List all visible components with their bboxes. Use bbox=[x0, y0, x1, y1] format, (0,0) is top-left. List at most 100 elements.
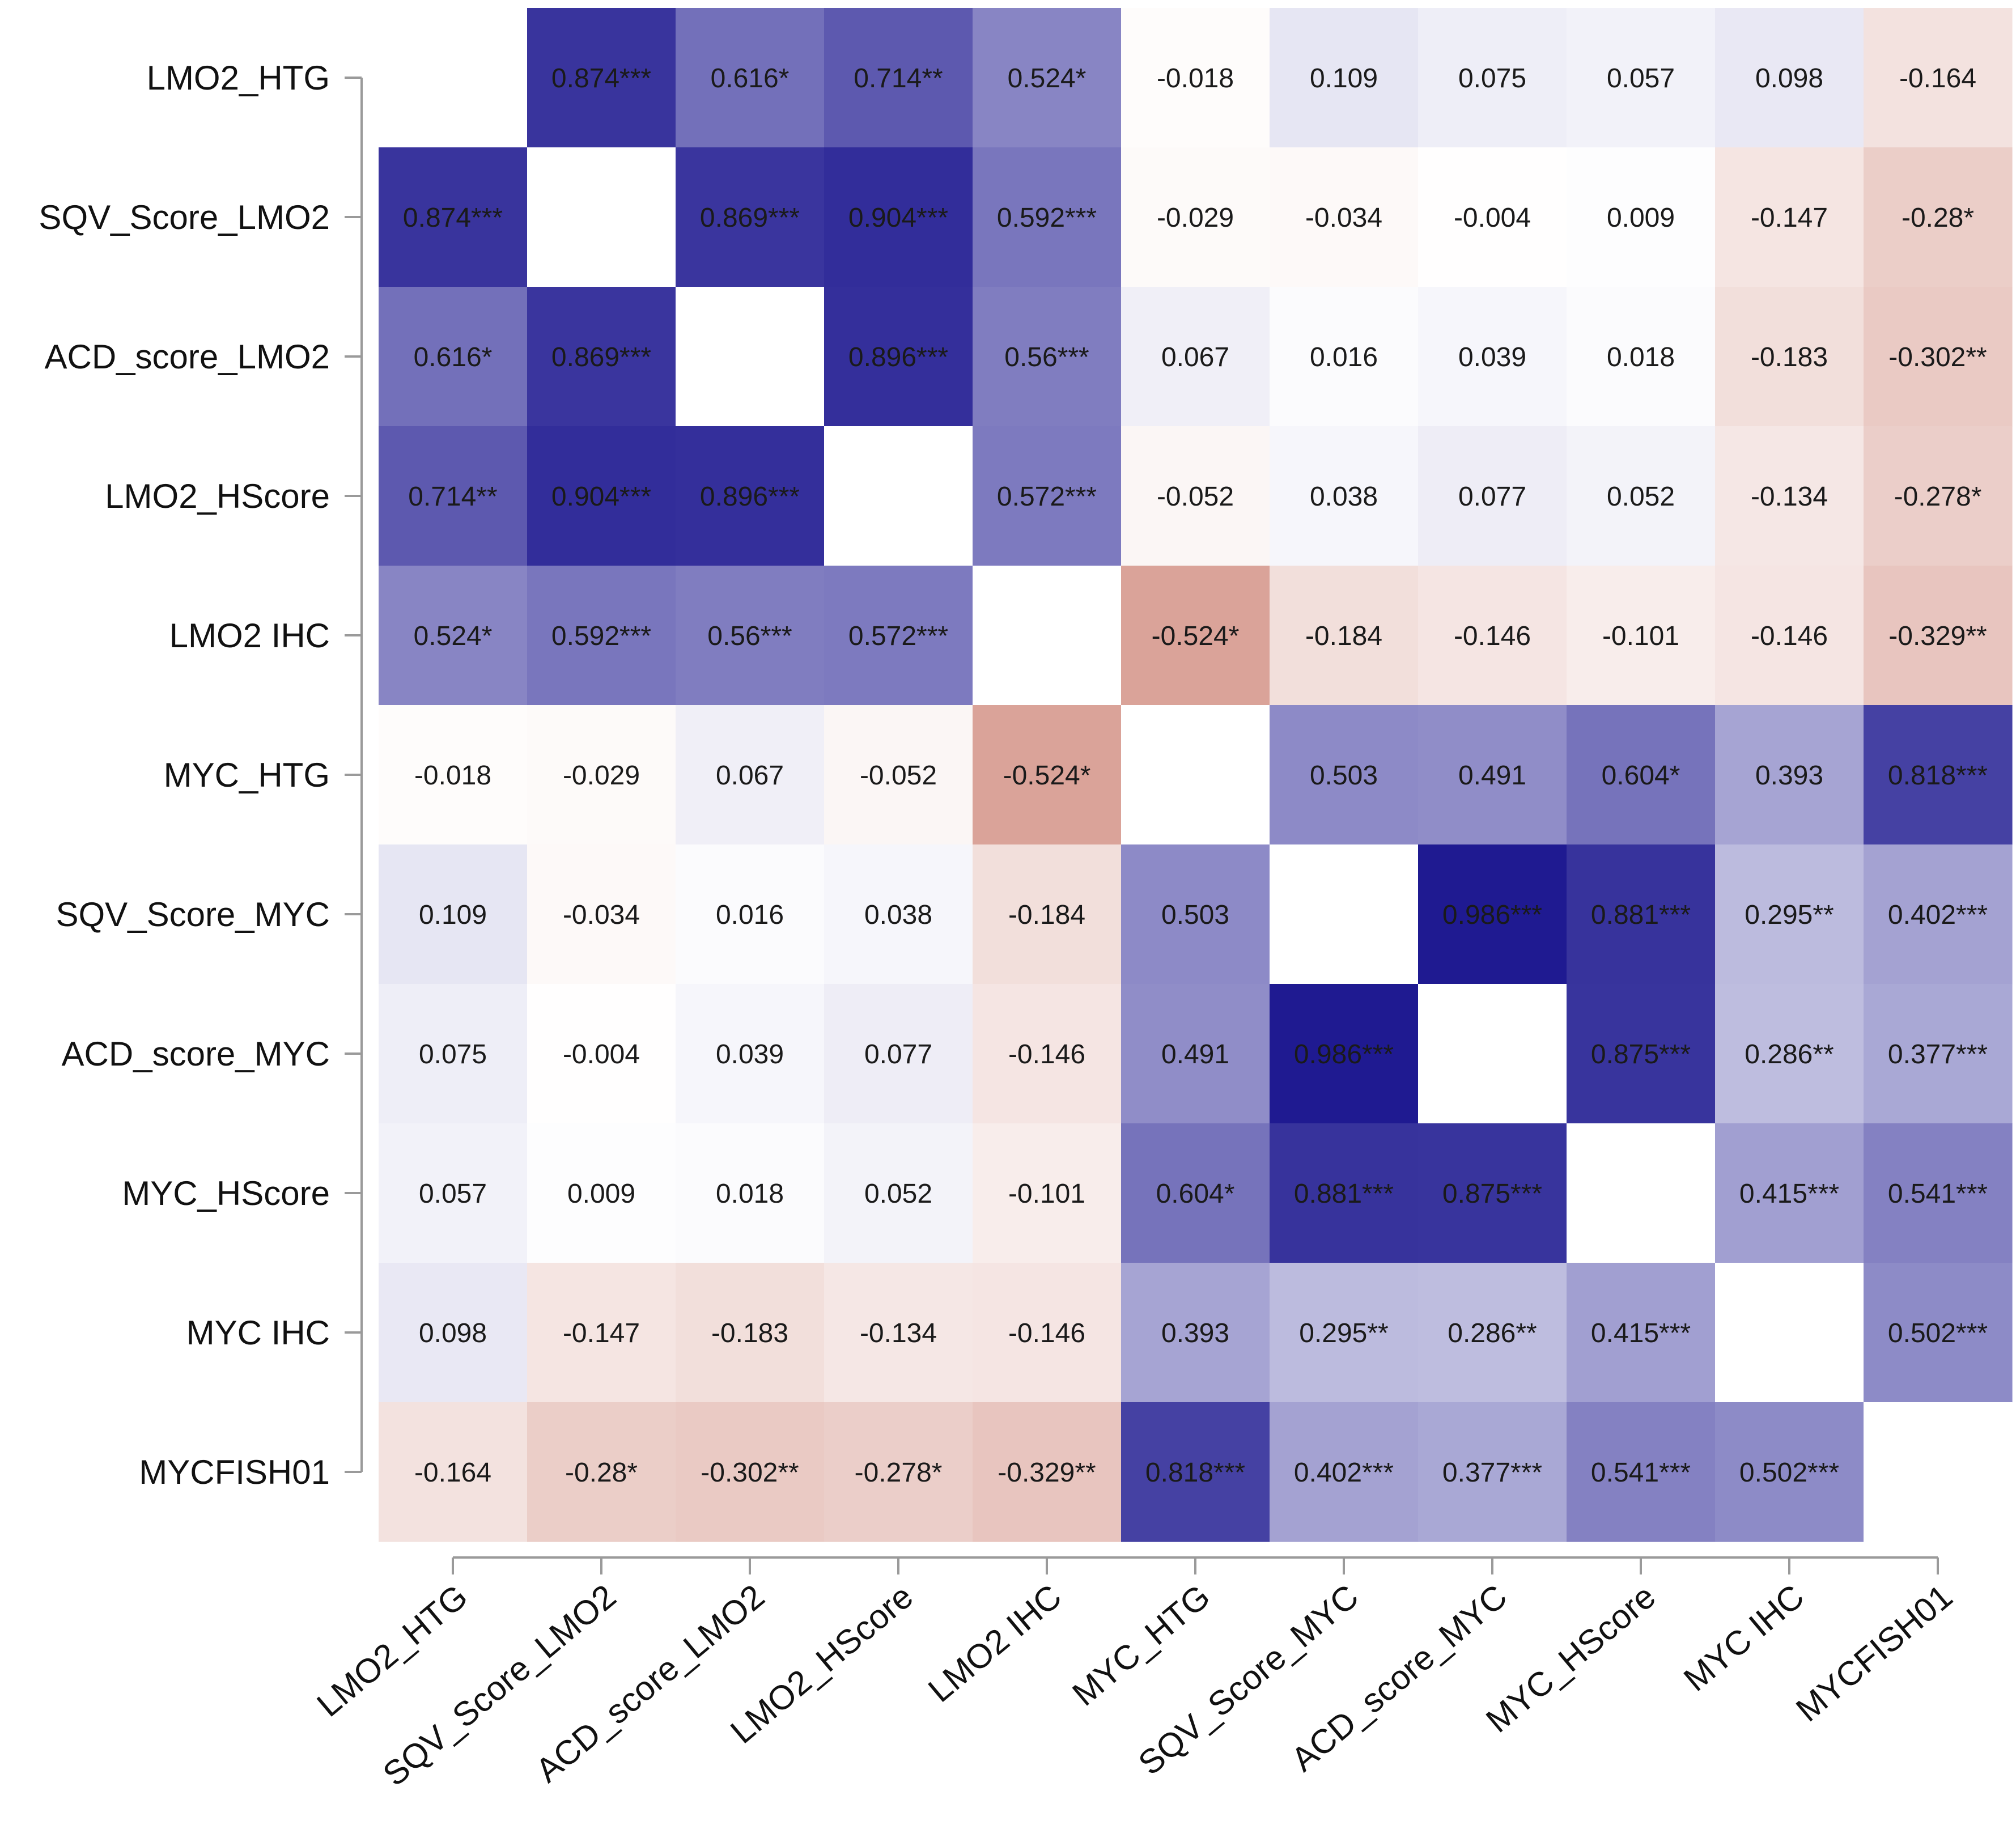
heatmap-cell bbox=[1864, 984, 2013, 1124]
cell-value-label: 0.067 bbox=[716, 761, 784, 791]
cell-value-label: -0.004 bbox=[563, 1039, 640, 1069]
cell-value-label: 0.402*** bbox=[1888, 900, 1988, 930]
cell-value-label: -0.278* bbox=[1894, 482, 1982, 512]
cell-value-label: 0.896*** bbox=[700, 482, 800, 512]
heatmap-cell bbox=[1864, 426, 2013, 566]
cell-value-label: 0.818*** bbox=[1145, 1458, 1245, 1488]
cell-value-label: 0.714** bbox=[408, 482, 497, 512]
heatmap-cell bbox=[824, 1123, 973, 1263]
cell-value-label: -0.278* bbox=[855, 1458, 943, 1488]
heatmap-cell bbox=[973, 1402, 1122, 1542]
heatmap-cell bbox=[527, 8, 676, 148]
cell-value-label: 0.869*** bbox=[551, 342, 651, 372]
cell-value-label: -0.034 bbox=[563, 900, 640, 930]
heatmap-cell bbox=[1715, 426, 1864, 566]
heatmap-cell bbox=[1418, 984, 1567, 1124]
heatmap-cell bbox=[676, 566, 825, 706]
heatmap-cell bbox=[1270, 844, 1419, 984]
cell-value-label: -0.134 bbox=[860, 1318, 937, 1348]
heatmap-cell bbox=[379, 844, 528, 984]
heatmap-cell bbox=[527, 1402, 676, 1542]
heatmap-cell bbox=[1418, 1402, 1567, 1542]
heatmap-cell bbox=[1418, 8, 1567, 148]
cell-value-label: 0.904*** bbox=[848, 203, 948, 233]
heatmap-cell bbox=[379, 566, 528, 706]
heatmap-cell bbox=[1270, 1123, 1419, 1263]
cell-value-label: -0.018 bbox=[414, 761, 491, 791]
heatmap-cell bbox=[1864, 1123, 2013, 1263]
cell-value-label: -0.052 bbox=[1157, 482, 1234, 512]
heatmap-cell bbox=[1715, 844, 1864, 984]
cell-value-label: -0.134 bbox=[1751, 482, 1828, 512]
heatmap-cell bbox=[1567, 147, 1716, 287]
cell-value-label: 0.052 bbox=[1607, 482, 1675, 512]
heatmap-cell bbox=[1864, 1263, 2013, 1403]
cell-value-label: -0.184 bbox=[1305, 621, 1382, 651]
heatmap-cell bbox=[379, 287, 528, 427]
cell-value-label: 0.038 bbox=[1310, 482, 1378, 512]
cell-value-label: 0.415*** bbox=[1739, 1179, 1839, 1209]
heatmap-cell bbox=[1121, 566, 1270, 706]
heatmap-cell bbox=[1121, 8, 1270, 148]
cell-value-label: 0.503 bbox=[1310, 761, 1378, 791]
heatmap-cell bbox=[676, 8, 825, 148]
cell-value-label: -0.146 bbox=[1008, 1318, 1085, 1348]
heatmap-cell bbox=[379, 705, 528, 845]
heatmap-cell bbox=[1567, 1402, 1716, 1542]
y-tick-label: LMO2_HScore bbox=[105, 477, 330, 515]
cell-value-label: 0.616* bbox=[414, 342, 493, 372]
heatmap-cell bbox=[1121, 1263, 1270, 1403]
cell-value-label: -0.302** bbox=[701, 1458, 799, 1488]
cell-value-label: 0.524* bbox=[1008, 63, 1086, 94]
heatmap-cell bbox=[1270, 147, 1419, 287]
heatmap-cell bbox=[1567, 566, 1716, 706]
cell-value-label: -0.146 bbox=[1751, 621, 1828, 651]
cell-value-label: -0.004 bbox=[1454, 203, 1531, 233]
cell-value-label: -0.164 bbox=[414, 1458, 491, 1488]
heatmap-cell bbox=[379, 1263, 528, 1403]
heatmap-cell bbox=[676, 1123, 825, 1263]
heatmap-cell bbox=[1270, 426, 1419, 566]
heatmap-cell bbox=[1715, 984, 1864, 1124]
heatmap-cell bbox=[1121, 147, 1270, 287]
cell-value-label: 0.052 bbox=[864, 1179, 932, 1209]
heatmap-cell bbox=[676, 147, 825, 287]
cell-value-label: 0.067 bbox=[1161, 342, 1229, 372]
cell-value-label: 0.016 bbox=[1310, 342, 1378, 372]
cell-value-label: 0.018 bbox=[716, 1179, 784, 1209]
heatmap-cell bbox=[527, 1263, 676, 1403]
cell-value-label: 0.491 bbox=[1458, 761, 1526, 791]
cell-value-label: -0.329** bbox=[1888, 621, 1987, 651]
cell-value-label: 0.016 bbox=[716, 900, 784, 930]
heatmap-cell bbox=[379, 8, 528, 148]
cell-value-label: 0.56*** bbox=[1004, 342, 1089, 372]
heatmap-cell bbox=[379, 1402, 528, 1542]
heatmap-cell bbox=[1715, 1123, 1864, 1263]
heatmap-cell bbox=[1270, 1402, 1419, 1542]
heatmap-cell bbox=[973, 147, 1122, 287]
heatmap-cell bbox=[379, 147, 528, 287]
cell-value-label: 0.875*** bbox=[1591, 1039, 1691, 1069]
cell-value-label: -0.184 bbox=[1008, 900, 1085, 930]
heatmap-cell bbox=[1715, 287, 1864, 427]
cell-value-label: 0.874*** bbox=[551, 63, 651, 94]
heatmap-cell bbox=[527, 705, 676, 845]
heatmap-cell bbox=[973, 566, 1122, 706]
heatmap-cell bbox=[824, 705, 973, 845]
cell-value-label: -0.183 bbox=[711, 1318, 788, 1348]
cell-value-label: 0.881*** bbox=[1294, 1179, 1394, 1209]
y-tick-label: ACD_score_MYC bbox=[62, 1035, 330, 1073]
cell-value-label: 0.109 bbox=[419, 900, 487, 930]
cell-value-label: -0.029 bbox=[1157, 203, 1234, 233]
y-tick-label: ACD_score_LMO2 bbox=[44, 338, 330, 376]
heatmap-cell bbox=[1715, 1263, 1864, 1403]
heatmap-cell bbox=[1418, 844, 1567, 984]
cell-value-label: 0.592*** bbox=[551, 621, 651, 651]
cell-value-label: 0.075 bbox=[1458, 63, 1526, 94]
cell-value-label: 0.377*** bbox=[1442, 1458, 1542, 1488]
heatmap-cell bbox=[1270, 8, 1419, 148]
heatmap-cell bbox=[824, 287, 973, 427]
heatmap-cell bbox=[1121, 705, 1270, 845]
cell-value-label: -0.183 bbox=[1751, 342, 1828, 372]
